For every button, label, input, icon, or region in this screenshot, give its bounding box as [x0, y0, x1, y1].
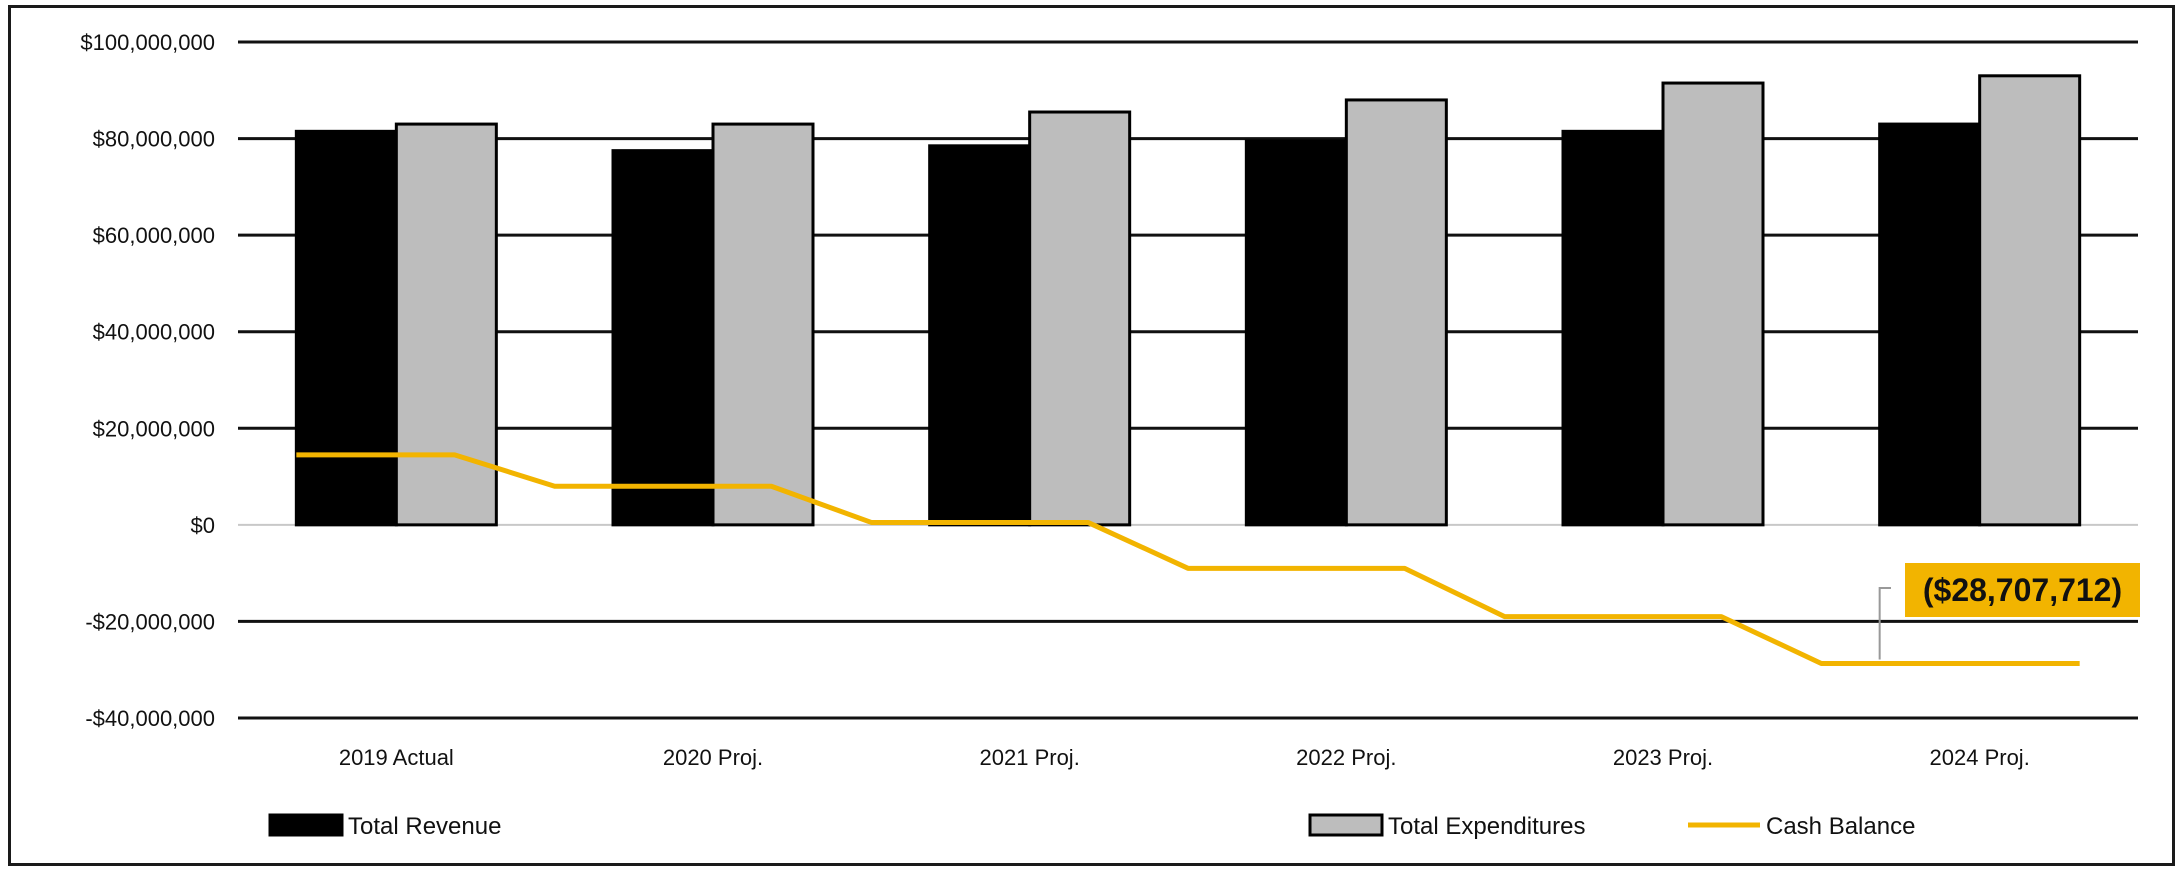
bar: [1244, 139, 1348, 527]
y-tick-label: -$40,000,000: [85, 706, 215, 731]
x-tick-label: 2020 Proj.: [663, 745, 763, 770]
x-tick-label: 2019 Actual: [339, 745, 454, 770]
gridlines: [238, 40, 2138, 720]
cash-callout: ($28,707,712): [1878, 563, 2140, 660]
y-tick-label: $20,000,000: [93, 416, 215, 441]
x-tick-label: 2024 Proj.: [1930, 745, 2030, 770]
y-tick-label: $0: [191, 513, 215, 538]
callout-label: ($28,707,712): [1923, 572, 2122, 608]
x-tick-label: 2021 Proj.: [980, 745, 1080, 770]
bar: [1344, 98, 1448, 527]
x-tick-label: 2022 Proj.: [1296, 745, 1396, 770]
legend: Total Revenue Total Expenditures Cash Bala…: [268, 813, 1915, 840]
legend-swatch: [268, 813, 344, 837]
y-tick-label: $60,000,000: [93, 223, 215, 248]
cash-balance-path: [296, 452, 2080, 666]
bar: [928, 144, 1032, 527]
y-tick-label: $80,000,000: [93, 127, 215, 152]
bars: [294, 74, 2082, 527]
bar: [611, 149, 715, 527]
y-tick-label: -$20,000,000: [85, 609, 215, 634]
y-tick-label: $40,000,000: [93, 320, 215, 345]
cash-balance-line: [296, 452, 2080, 666]
legend-label: Cash Balance: [1766, 813, 1915, 840]
bar: [1661, 81, 1765, 527]
callout-leader: [1878, 587, 1891, 660]
bar: [1561, 129, 1665, 527]
bar: [1878, 122, 1982, 527]
y-axis-ticks: $100,000,000 $80,000,000 $60,000,000 $40,00…: [80, 30, 215, 731]
y-tick-label: $100,000,000: [80, 30, 215, 55]
callout-box: [1905, 563, 2140, 617]
bar: [1028, 110, 1132, 527]
legend-label: Total Expenditures: [1388, 813, 1585, 840]
bar: [711, 122, 815, 527]
bar: [294, 129, 398, 527]
x-tick-label: 2023 Proj.: [1613, 745, 1713, 770]
legend-label: Total Revenue: [348, 813, 501, 840]
legend-swatch: [1308, 813, 1384, 837]
x-axis-ticks: 2019 Actual 2020 Proj. 2021 Proj. 2022 Proj…: [339, 745, 2030, 770]
bar: [1978, 74, 2082, 527]
bar: [394, 122, 498, 527]
